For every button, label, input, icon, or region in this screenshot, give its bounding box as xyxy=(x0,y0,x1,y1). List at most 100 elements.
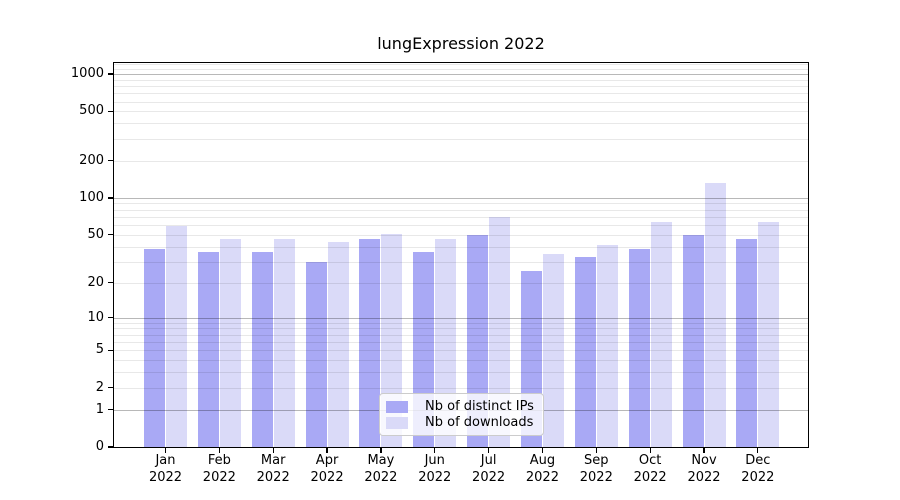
x-tick-jan xyxy=(164,448,167,453)
x-tick-jul xyxy=(487,448,490,453)
legend: Nb of distinct IPs Nb of downloads xyxy=(379,393,544,436)
legend-swatch-distinct-ips xyxy=(386,400,408,413)
x-tick-sep xyxy=(595,448,597,453)
x-tick-label-mar-2022: Mar 2022 xyxy=(256,453,290,485)
x-tick-dec xyxy=(757,448,759,453)
gridline-minor-9 xyxy=(113,322,809,324)
legend-label-downloads: Nb of downloads xyxy=(425,415,534,430)
y-tick-label-50: 50 xyxy=(87,226,104,242)
bar-downloads-jan xyxy=(166,225,187,448)
gridline-minor-50 xyxy=(113,234,809,236)
bar-downloads-dec xyxy=(758,221,780,448)
x-tick-nov xyxy=(703,448,705,453)
gridline-minor-70 xyxy=(113,216,809,218)
bar-downloads-jul xyxy=(489,216,511,448)
y-tick-0 xyxy=(108,446,113,448)
y-tick-500 xyxy=(108,110,113,113)
bar-downloads-mar xyxy=(273,239,295,448)
bar-downloads-apr xyxy=(327,241,349,448)
x-tick-jun xyxy=(434,448,436,453)
y-tick-label-5: 5 xyxy=(95,342,104,358)
gridline-minor-6 xyxy=(113,341,809,343)
y-tick-50 xyxy=(108,234,113,236)
bar-distinct-ips-feb xyxy=(197,252,219,448)
gridline-minor-900 xyxy=(113,79,809,81)
x-tick-may xyxy=(380,448,382,453)
bar-distinct-ips-mar xyxy=(251,252,273,448)
y-tick-label-100: 100 xyxy=(79,189,104,205)
gridline-minor-8 xyxy=(113,328,809,330)
gridline-minor-30 xyxy=(113,261,809,263)
gridline-major-10 xyxy=(113,317,809,319)
x-tick-label-apr-2022: Apr 2022 xyxy=(310,453,344,485)
bar-distinct-ips-sep xyxy=(574,256,596,448)
x-tick-label-sep-2022: Sep 2022 xyxy=(579,453,613,485)
chart-title: lungExpression 2022 xyxy=(377,34,545,53)
gridline-minor-2 xyxy=(113,387,809,389)
y-tick-label-0: 0 xyxy=(95,439,104,454)
y-tick-2 xyxy=(108,387,113,389)
x-tick-label-nov-2022: Nov 2022 xyxy=(687,453,721,485)
legend-swatch-downloads xyxy=(386,416,408,429)
bar-distinct-ips-nov xyxy=(682,234,704,448)
x-tick-label-feb-2022: Feb 2022 xyxy=(202,453,236,485)
x-tick-label-jan-2022: Jan 2022 xyxy=(148,453,183,485)
gridline-major-100 xyxy=(113,197,809,200)
x-tick-label-dec-2022: Dec 2022 xyxy=(741,453,775,485)
gridline-minor-700 xyxy=(113,93,809,95)
bar-distinct-ips-dec xyxy=(736,239,758,448)
y-tick-label-1: 1 xyxy=(95,401,104,417)
x-tick-apr xyxy=(326,448,328,453)
gridline-minor-800 xyxy=(113,86,809,88)
x-tick-label-aug-2022: Aug 2022 xyxy=(525,453,559,485)
gridline-minor-3 xyxy=(113,372,809,374)
y-tick-1000 xyxy=(108,73,113,75)
y-tick-200 xyxy=(108,160,113,162)
gridline-minor-1200 xyxy=(113,64,809,66)
bar-downloads-sep xyxy=(596,245,618,448)
y-tick-100 xyxy=(108,197,113,199)
bar-downloads-feb xyxy=(219,239,241,448)
y-tick-label-500: 500 xyxy=(79,103,104,119)
gridline-minor-90 xyxy=(113,203,809,205)
y-tick-5 xyxy=(108,349,113,351)
gridline-minor-5 xyxy=(113,350,809,352)
x-tick-oct xyxy=(649,448,651,453)
gridline-minor-4 xyxy=(113,360,809,362)
x-tick-label-jun-2022: Jun 2022 xyxy=(418,453,452,485)
gridline-minor-1100 xyxy=(113,68,809,70)
legend-item-distinct-ips: Nb of distinct IPs xyxy=(386,399,535,414)
gridline-minor-200 xyxy=(113,160,809,162)
bar-downloads-nov xyxy=(704,183,726,448)
x-tick-aug xyxy=(541,448,544,453)
gridline-minor-400 xyxy=(113,123,809,125)
y-tick-label-1000: 1000 xyxy=(70,66,104,82)
gridline-minor-300 xyxy=(113,138,809,140)
gridline-major-1000 xyxy=(113,74,809,76)
y-tick-label-10: 10 xyxy=(87,309,104,325)
x-tick-label-jul-2022: Jul 2022 xyxy=(472,453,506,485)
gridline-minor-60 xyxy=(113,225,809,227)
gridline-minor-80 xyxy=(113,209,809,211)
bar-distinct-ips-apr xyxy=(305,261,327,448)
x-tick-label-oct-2022: Oct 2022 xyxy=(633,453,667,485)
bar-distinct-ips-jan xyxy=(144,249,165,448)
legend-item-downloads: Nb of downloads xyxy=(386,415,535,430)
x-tick-mar xyxy=(272,448,274,453)
gridline-minor-600 xyxy=(113,101,809,103)
gridline-minor-40 xyxy=(113,246,809,248)
gridline-minor-20 xyxy=(113,282,809,284)
gridline-minor-7 xyxy=(113,334,809,336)
gridline-minor-500 xyxy=(113,111,809,113)
x-tick-label-may-2022: May 2022 xyxy=(364,453,398,485)
bar-distinct-ips-may xyxy=(359,239,381,448)
legend-label-distinct-ips: Nb of distinct IPs xyxy=(425,399,534,414)
plot-area: Nb of distinct IPs Nb of downloads xyxy=(113,62,809,448)
bar-downloads-aug xyxy=(542,253,564,448)
y-tick-20 xyxy=(108,281,113,284)
y-tick-1 xyxy=(108,408,113,411)
y-tick-label-200: 200 xyxy=(79,152,104,168)
bar-downloads-oct xyxy=(650,221,672,448)
y-tick-10 xyxy=(108,316,113,319)
